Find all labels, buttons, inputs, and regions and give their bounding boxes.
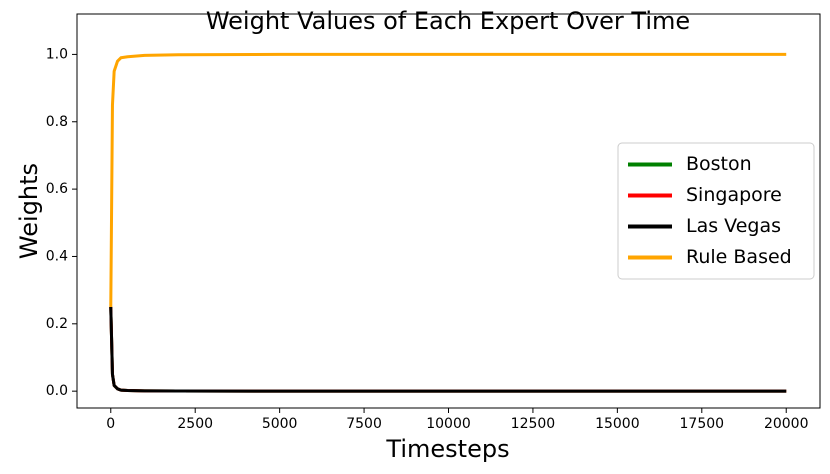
x-tick-label: 2500 (177, 416, 213, 432)
x-tick-label: 10000 (426, 416, 471, 432)
x-tick-label: 5000 (262, 416, 298, 432)
line-series (109, 52, 787, 307)
x-tick-label: 0 (106, 416, 115, 432)
legend-label: Boston (686, 153, 752, 175)
x-tick-label: 20000 (764, 416, 809, 432)
legend-label: Las Vegas (686, 215, 781, 237)
line-series (109, 306, 787, 393)
x-tick-label: 7500 (346, 416, 382, 432)
y-tick-label: 0.2 (46, 316, 68, 332)
plot-frame (76, 13, 821, 409)
x-tick-label: 17500 (680, 416, 725, 432)
y-tick-label: 0.8 (46, 114, 68, 130)
legend-box (617, 142, 815, 280)
y-axis-label: Weights (15, 163, 43, 259)
legend: Boston Singapore Las Vegas Rule Based (617, 142, 815, 280)
x-tick-label: 12500 (511, 416, 556, 432)
line-series (109, 306, 787, 393)
x-tick-label: 15000 (595, 416, 640, 432)
line-series (109, 306, 787, 393)
legend-label: Rule Based (686, 246, 792, 268)
x-axis-label: Timesteps (385, 435, 509, 463)
y-tick-label: 0.6 (46, 181, 68, 197)
legend-label: Singapore (686, 184, 782, 206)
y-tick-label: 0.0 (46, 383, 68, 399)
y-tick-label: 0.4 (46, 248, 68, 264)
y-tick-label: 1.0 (46, 46, 68, 62)
chart-title: Weight Values of Each Expert Over Time (206, 7, 690, 35)
